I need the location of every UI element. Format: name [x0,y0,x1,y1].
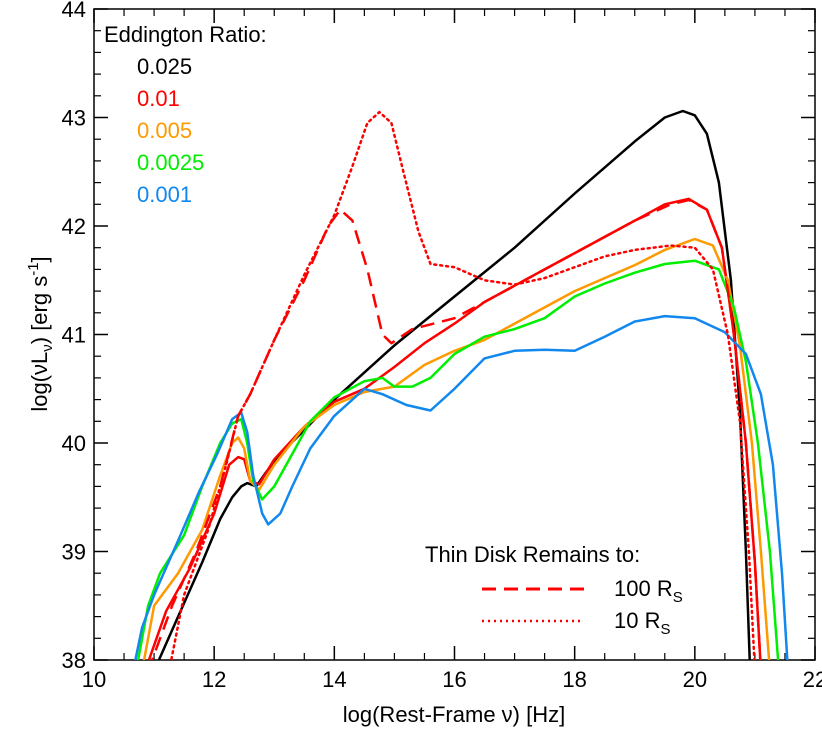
series-line-ratio-0-025 [157,109,751,660]
y-label-sup: -1 [25,262,42,275]
axis-ticks [93,8,816,661]
y-tick-label: 42 [62,214,86,239]
y-label-mid: ) [erg s [27,276,52,344]
series-line-dashed-100r [150,198,762,660]
thin-disk-title: Thin Disk Remains to: [425,542,640,567]
y-tick-label: 44 [62,0,86,22]
y-tick-label: 40 [62,431,86,456]
legend-entry-0001: 0.001 [137,182,192,207]
legend-10rs-label: 10 RS [614,608,671,638]
x-tick-label: 16 [442,667,466,692]
x-tick-label: 22 [803,667,822,692]
legend-entry-0025: 0.025 [137,54,192,79]
y-tick-labels: 38 39 40 41 42 43 44 [62,0,86,673]
y-tick-label: 39 [62,540,86,565]
series-line-ratio-0-001 [134,314,789,660]
series-line-ratio-0-005 [142,237,771,660]
thin-disk-legend: Thin Disk Remains to: 100 RS 10 RS [425,542,683,638]
series-line-ratio-0-01 [147,197,762,660]
y-tick-label: 43 [62,106,86,131]
legend-100rs-sub: S [673,589,683,606]
legend-entry-00025: 0.0025 [137,150,204,175]
legend-10rs-sub: S [660,621,670,638]
y-axis-label: log(νLν) [erg s-1] [25,256,56,411]
legend-100rs-label: 100 RS [614,576,683,606]
x-tick-label: 18 [562,667,586,692]
legend-100rs-main: 100 R [614,576,673,601]
y-label-pre: log(νL [27,352,52,412]
y-label-post: ] [27,256,52,262]
x-tick-labels: 10 12 14 16 18 20 22 [82,667,822,692]
x-axis-label: log(Rest-Frame ν) [Hz] [343,702,565,727]
x-tick-label: 20 [683,667,707,692]
y-tick-label: 38 [62,648,86,673]
x-tick-label: 12 [202,667,226,692]
y-label-sub: ν [39,344,56,352]
x-tick-label: 14 [322,667,346,692]
series-line-dotted-10r [169,110,756,660]
legend-title: Eddington Ratio: [104,22,267,47]
x-tick-label: 10 [82,667,106,692]
legend-entry-001: 0.01 [137,86,180,111]
legend-10rs-main: 10 R [614,608,660,633]
eddington-legend: Eddington Ratio: 0.025 0.01 0.005 0.0025… [104,22,267,207]
series-lines [134,109,789,660]
y-tick-label: 41 [62,323,86,348]
legend-entry-0005: 0.005 [137,118,192,143]
